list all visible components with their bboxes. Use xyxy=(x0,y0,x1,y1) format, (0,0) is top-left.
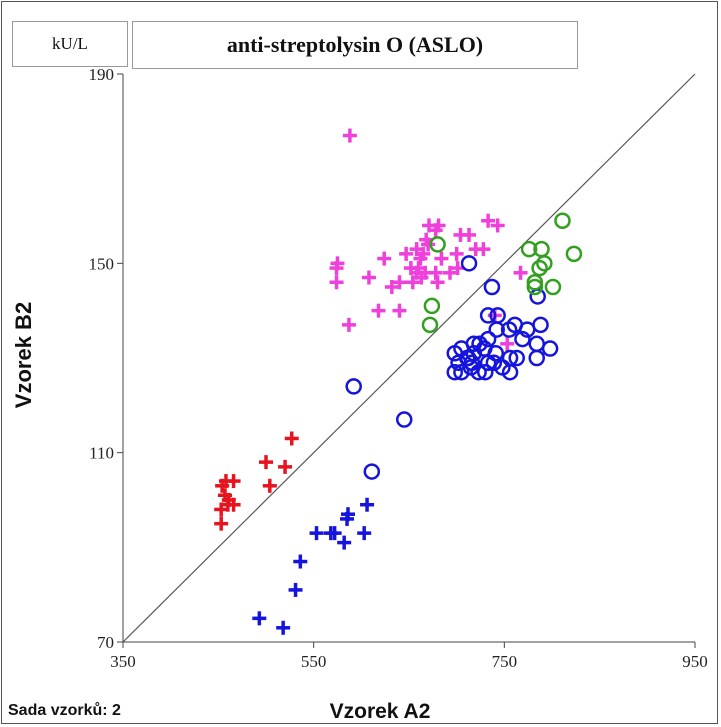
data-point-plus xyxy=(361,270,376,285)
data-point-circle xyxy=(508,349,525,367)
data-point-plus xyxy=(421,237,436,252)
data-point-plus xyxy=(392,303,407,318)
data-point-plus xyxy=(449,246,464,261)
data-point-plus xyxy=(252,611,267,626)
data-point-plus xyxy=(428,223,443,238)
data-point-plus xyxy=(384,280,399,294)
data-point-circle xyxy=(531,259,548,277)
data-point-plus xyxy=(442,265,457,280)
data-point-plus xyxy=(329,275,344,290)
sample-set-label: Sada vzorků: 2 xyxy=(8,702,121,719)
x-tick-label: 350 xyxy=(110,652,136,671)
data-point-circle xyxy=(541,340,559,357)
data-point-circle xyxy=(483,278,501,296)
data-point-plus xyxy=(513,265,528,280)
data-point-plus xyxy=(284,431,299,446)
data-point-plus xyxy=(428,265,443,280)
data-point-circle xyxy=(363,463,381,480)
data-point-plus xyxy=(377,251,392,266)
data-point-plus xyxy=(337,535,352,550)
data-point-circle xyxy=(520,240,538,258)
data-point-circle xyxy=(526,274,544,291)
data-point-circle xyxy=(554,212,571,229)
data-point-plus xyxy=(214,516,229,531)
data-point-circle xyxy=(536,255,553,272)
data-point-plus xyxy=(214,502,229,517)
unit-label: kU/L xyxy=(12,21,128,67)
data-point-plus xyxy=(276,620,291,635)
data-point-plus xyxy=(226,474,241,489)
data-point-circle xyxy=(528,349,545,367)
data-point-circle xyxy=(477,363,494,381)
data-point-circle xyxy=(429,236,446,253)
data-point-plus xyxy=(329,261,344,276)
data-point-circle xyxy=(395,411,413,428)
data-point-plus xyxy=(226,497,241,512)
data-point-plus xyxy=(357,526,372,541)
y-tick-label: 110 xyxy=(89,444,114,463)
data-point-circle xyxy=(479,307,497,324)
data-point-circle xyxy=(453,363,470,381)
data-point-circle xyxy=(479,354,497,371)
data-point-circle xyxy=(423,297,441,315)
data-point-circle xyxy=(565,245,583,263)
data-point-plus xyxy=(430,275,445,290)
data-point-plus xyxy=(481,213,496,228)
data-point-plus xyxy=(371,303,386,318)
x-tick-label: 550 xyxy=(301,652,327,671)
x-axis-label: Vzorek A2 xyxy=(329,700,431,723)
data-point-circle xyxy=(485,354,503,371)
data-point-plus xyxy=(434,251,449,266)
data-point-circle xyxy=(446,363,464,381)
data-point-plus xyxy=(262,478,277,493)
data-point-circle xyxy=(514,330,531,348)
data-point-circle xyxy=(544,278,562,296)
data-point-plus xyxy=(342,128,357,143)
data-point-plus xyxy=(323,526,338,541)
chart-title: anti-streptolysin O (ASLO) xyxy=(132,21,578,69)
data-point-circle xyxy=(528,335,545,353)
data-point-circle xyxy=(421,316,439,334)
y-tick-label: 190 xyxy=(89,65,115,84)
data-point-plus xyxy=(462,227,477,242)
data-point-plus xyxy=(360,497,375,512)
data-point-plus xyxy=(278,459,293,474)
y-tick-label: 70 xyxy=(97,633,114,652)
data-point-circle xyxy=(532,316,549,334)
data-point-plus xyxy=(414,270,429,285)
data-point-plus xyxy=(340,511,355,526)
data-point-plus xyxy=(341,317,356,332)
data-point-plus xyxy=(293,554,308,569)
data-point-circle xyxy=(458,349,476,367)
data-point-plus xyxy=(309,526,324,541)
data-point-circle xyxy=(479,330,497,348)
data-point-plus xyxy=(215,478,230,493)
data-point-circle xyxy=(488,321,505,338)
y-axis-label: Vzorek B2 xyxy=(11,301,36,409)
data-point-circle xyxy=(529,288,546,305)
data-point-circle xyxy=(501,363,519,381)
data-point-plus xyxy=(405,275,420,290)
data-point-plus xyxy=(450,261,465,276)
data-point-circle xyxy=(526,278,544,296)
data-point-plus xyxy=(259,455,273,470)
x-tick-label: 950 xyxy=(682,652,708,671)
data-point-plus xyxy=(392,275,407,290)
data-point-circle xyxy=(460,255,478,272)
data-point-circle xyxy=(462,359,480,376)
data-point-plus xyxy=(476,242,491,257)
data-point-plus xyxy=(288,582,303,597)
y-tick-label: 150 xyxy=(89,254,115,273)
data-point-plus xyxy=(413,251,428,266)
x-tick-label: 750 xyxy=(492,652,518,671)
data-point-plus xyxy=(399,246,414,261)
data-point-plus xyxy=(500,336,515,351)
data-point-plus xyxy=(490,218,505,233)
data-point-circle xyxy=(345,378,362,395)
identity-line xyxy=(122,73,696,643)
